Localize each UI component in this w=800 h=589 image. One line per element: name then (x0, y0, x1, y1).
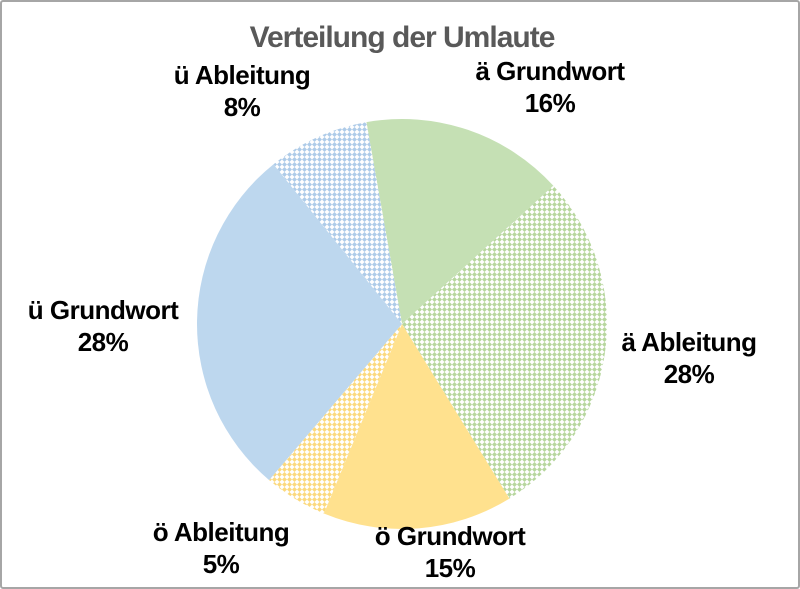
slice-name: ä Grundwort (475, 56, 625, 86)
slice-percent: 28% (77, 327, 129, 357)
slice-name: ä Ableitung (621, 327, 757, 357)
label-ae-grundwort: ä Grundwort 16% (475, 55, 625, 119)
slice-name: ü Ableitung (173, 60, 311, 90)
pie-slice-3 (269, 324, 402, 514)
label-oe-grundwort: ö Grundwort 15% (374, 520, 526, 584)
slice-percent: 28% (663, 359, 715, 389)
label-oe-ableitung: ö Ableitung 5% (153, 516, 290, 580)
slice-percent: 16% (524, 88, 576, 118)
label-ue-grundwort: ü Grundwort 28% (27, 294, 179, 358)
slice-name: ü Grundwort (27, 295, 179, 325)
slice-percent: 15% (424, 553, 476, 583)
pie-slice-4 (197, 164, 402, 481)
pie-slice-1 (402, 185, 607, 499)
pie-slice-2 (323, 324, 510, 529)
chart-title: Verteilung der Umlaute (249, 21, 556, 54)
slice-name: ö Grundwort (374, 521, 526, 551)
pie-slice-0 (366, 118, 554, 324)
label-ae-ableitung: ä Ableitung 28% (621, 326, 757, 390)
slice-percent: 5% (202, 549, 240, 579)
slice-name: ö Ableitung (152, 517, 290, 547)
slice-percent: 8% (223, 92, 261, 122)
label-ue-ableitung: ü Ableitung 8% (174, 59, 311, 123)
pie-slice-5 (273, 122, 402, 324)
